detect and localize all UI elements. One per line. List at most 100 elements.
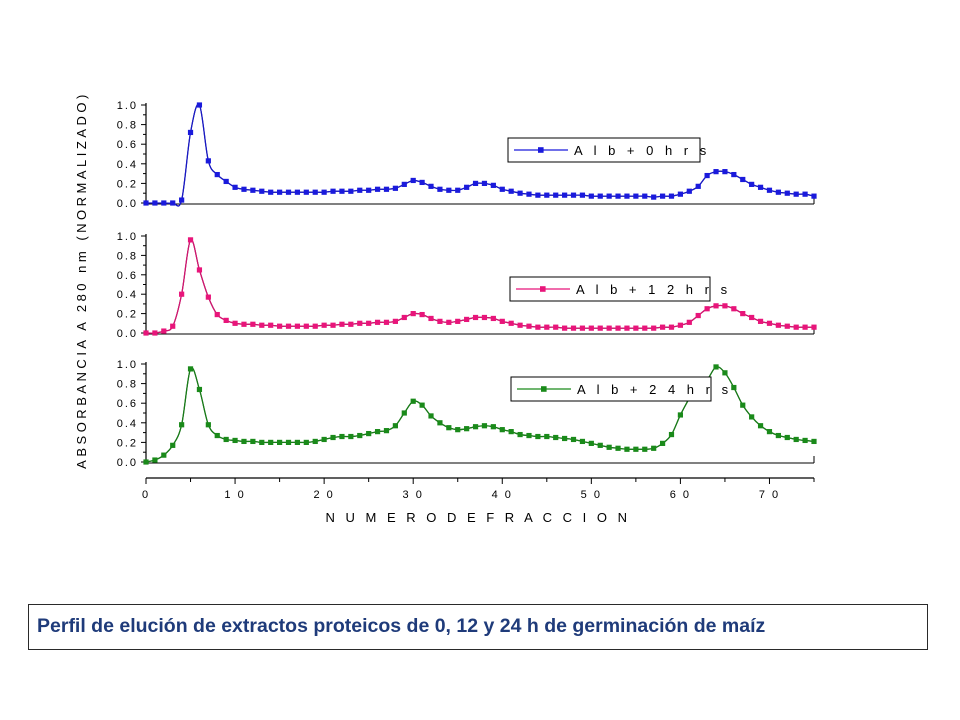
data-point <box>624 325 630 331</box>
data-point <box>570 325 577 331</box>
data-point <box>526 323 532 329</box>
legend-marker <box>538 147 544 153</box>
data-point <box>259 322 265 328</box>
data-point <box>633 325 639 331</box>
data-point <box>339 321 345 327</box>
data-point <box>784 434 790 441</box>
data-point <box>223 178 229 185</box>
data-point <box>597 325 603 331</box>
data-point <box>383 319 390 325</box>
data-point <box>731 171 737 178</box>
data-point <box>713 364 719 370</box>
data-point <box>357 320 363 326</box>
data-point <box>740 311 746 317</box>
data-point <box>179 291 185 297</box>
legend-2: A l b + 2 4 h r s <box>510 376 728 402</box>
data-point <box>633 446 639 452</box>
data-point <box>544 433 550 440</box>
data-point <box>143 330 149 336</box>
data-point <box>383 428 390 434</box>
data-point <box>651 325 657 331</box>
data-point <box>766 429 773 435</box>
data-point <box>775 432 781 439</box>
data-point <box>366 187 372 193</box>
data-point <box>196 102 203 108</box>
data-point <box>713 169 719 175</box>
data-point <box>268 439 274 445</box>
data-point <box>312 323 318 329</box>
data-point <box>793 436 799 443</box>
data-point <box>659 440 666 446</box>
data-point <box>437 186 443 192</box>
legend-1: A l b + 1 2 h r s <box>509 276 727 302</box>
data-point <box>784 190 790 196</box>
data-point <box>410 311 416 317</box>
data-point <box>472 424 479 430</box>
data-point <box>811 438 817 445</box>
data-point <box>259 188 265 194</box>
y-tick-label: 0.6 <box>117 398 138 410</box>
data-point <box>677 412 683 418</box>
data-point <box>446 187 452 193</box>
data-point <box>196 386 203 393</box>
data-point <box>232 320 238 326</box>
y-tick-label: 0.4 <box>117 289 138 301</box>
data-point <box>285 323 292 329</box>
x-tick-label: 6 0 <box>670 489 691 501</box>
data-point <box>775 189 781 195</box>
data-point <box>410 398 416 404</box>
data-point <box>366 320 372 326</box>
data-point <box>374 186 381 192</box>
data-point <box>223 317 229 323</box>
data-point <box>196 267 203 273</box>
data-point <box>731 306 737 312</box>
data-point <box>464 184 470 190</box>
data-point <box>303 189 309 195</box>
data-point <box>677 322 683 328</box>
data-point <box>490 424 496 430</box>
data-point <box>152 200 158 206</box>
data-point <box>330 322 336 328</box>
data-point <box>437 318 443 324</box>
data-point <box>553 434 559 441</box>
data-point <box>472 180 479 186</box>
data-point <box>731 384 737 391</box>
data-point <box>285 439 292 445</box>
data-point <box>740 176 746 183</box>
data-point <box>624 193 630 199</box>
data-point <box>757 423 764 429</box>
panel-1: 0.0 0.2 0.4 0.6 0.8 1.0 A l b + 1 2 h r s <box>117 231 817 340</box>
y-tick-label: 0.0 <box>117 328 138 340</box>
data-point <box>401 314 407 321</box>
x-tick-label: 4 0 <box>492 489 513 501</box>
data-point <box>570 192 577 198</box>
data-point <box>419 402 425 408</box>
data-point <box>544 192 550 198</box>
data-point <box>811 324 817 330</box>
data-point <box>285 189 292 195</box>
data-point <box>187 237 194 243</box>
caption-box: Perfil de elución de extractos proteicos… <box>28 604 928 650</box>
data-point <box>161 452 167 458</box>
data-point <box>321 436 327 443</box>
data-point <box>775 322 781 328</box>
data-point <box>419 179 425 186</box>
data-point <box>562 435 568 442</box>
data-point <box>535 433 541 440</box>
data-point <box>490 315 496 322</box>
data-point <box>383 186 390 192</box>
data-point <box>419 311 425 318</box>
data-point <box>668 431 675 438</box>
data-point <box>303 439 309 445</box>
data-point <box>170 323 176 329</box>
y-axis-title: ABSORBANCIA A 280 nm (NORMALIZADO) <box>74 91 89 469</box>
data-point <box>642 446 648 452</box>
data-point <box>677 191 683 197</box>
data-point <box>686 188 692 194</box>
data-point <box>597 193 603 199</box>
data-point <box>348 433 354 440</box>
data-point <box>668 324 675 330</box>
data-point <box>214 171 220 178</box>
data-point <box>802 324 808 330</box>
data-point <box>588 325 594 331</box>
